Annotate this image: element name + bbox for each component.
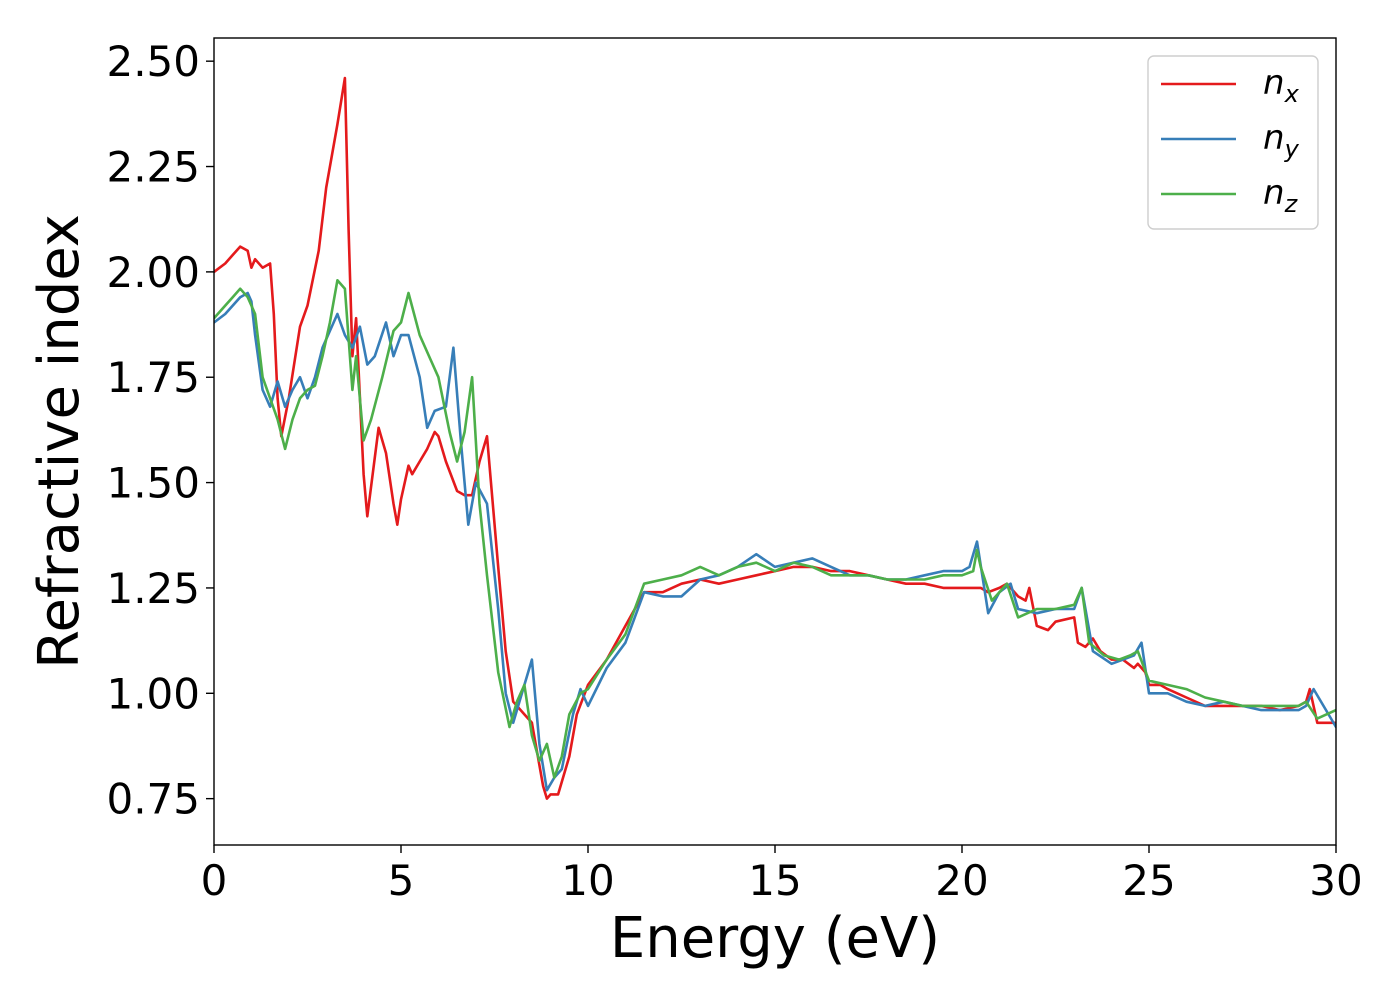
y-tick-label: 1.25 [106, 564, 200, 613]
x-tick-label: 30 [1309, 856, 1362, 905]
x-tick-label: 15 [748, 856, 801, 905]
x-tick-label: 20 [935, 856, 988, 905]
y-tick-label: 2.25 [106, 143, 200, 192]
series-layer [214, 76, 1336, 800]
x-axis-ticks: 0 5 10 15 20 25 30 [201, 845, 1363, 905]
y-axis-ticks: 0.75 1.00 1.25 1.50 1.75 2.00 2.25 2.50 [106, 37, 214, 824]
x-tick-label: 10 [561, 856, 614, 905]
x-tick-label: 5 [388, 856, 415, 905]
y-tick-label: 1.50 [106, 459, 200, 508]
y-tick-label: 1.00 [106, 669, 200, 718]
y-axis-title: Refractive index [27, 214, 92, 669]
y-tick-label: 0.75 [106, 775, 200, 824]
y-tick-label: 2.50 [106, 37, 200, 86]
x-tick-label: 25 [1122, 856, 1175, 905]
series-line-z [214, 278, 1336, 779]
legend-box [1147, 55, 1319, 230]
x-tick-label: 0 [201, 856, 228, 905]
y-tick-label: 1.75 [106, 353, 200, 402]
y-tick-label: 2.00 [106, 248, 200, 297]
x-axis-title: Energy (eV) [610, 906, 940, 971]
